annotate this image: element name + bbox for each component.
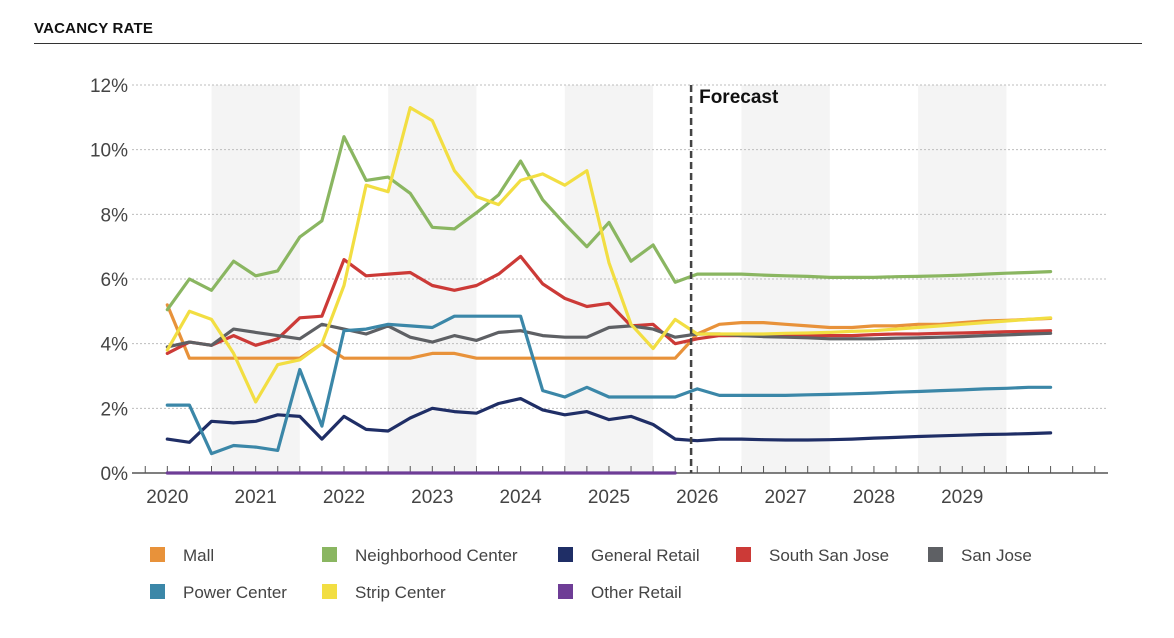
- forecast-label: Forecast: [699, 87, 779, 108]
- y-tick-label: 2%: [101, 399, 129, 420]
- legend-label-mall: Mall: [183, 546, 214, 565]
- x-tick-label: 2021: [235, 487, 277, 508]
- series-line-general-retail: [165, 397, 1053, 444]
- legend-label-power-center: Power Center: [183, 583, 287, 602]
- x-tick-label: 2022: [323, 487, 365, 508]
- legend-swatch-strip-center: [322, 584, 337, 599]
- y-axis-ticks: 0% 2% 4% 6% 8% 10% 12%: [90, 76, 128, 485]
- y-tick-label: 8%: [101, 205, 129, 226]
- chart-title: VACANCY RATE: [34, 20, 154, 37]
- x-tick-label: 2027: [764, 487, 806, 508]
- legend-swatch-mall: [150, 547, 165, 562]
- gridlines: [132, 84, 1108, 409]
- legend-label-san-jose: San Jose: [961, 546, 1032, 565]
- legend-label-strip-center: Strip Center: [355, 583, 446, 602]
- series-line-south-san-jose: [165, 254, 1053, 355]
- x-tick-label: 2025: [588, 487, 630, 508]
- legend-swatch-other-retail: [558, 584, 573, 599]
- series-line-strip-center: [165, 106, 1053, 404]
- legend-swatch-power-center: [150, 584, 165, 599]
- x-tick-label: 2029: [941, 487, 983, 508]
- legend-swatch-neighborhood-center: [322, 547, 337, 562]
- y-tick-label: 10%: [90, 141, 128, 162]
- legend-label-general-retail: General Retail: [591, 546, 700, 565]
- legend-label-south-san-jose: South San Jose: [769, 546, 889, 565]
- legend: Mall Neighborhood Center General Retail Sou…: [150, 546, 1032, 602]
- x-tick-label: 2028: [853, 487, 895, 508]
- series-line-power-center: [165, 314, 1053, 456]
- x-tick-label: 2024: [499, 487, 542, 508]
- y-tick-label: 0%: [101, 464, 129, 485]
- legend-swatch-general-retail: [558, 547, 573, 562]
- y-tick-label: 4%: [101, 335, 129, 356]
- forecast-marker: Forecast: [689, 85, 779, 473]
- y-tick-label: 12%: [90, 76, 128, 97]
- series-line-san-jose: [165, 322, 1053, 349]
- title-divider: [34, 43, 1142, 44]
- x-tick-label: 2023: [411, 487, 453, 508]
- x-tick-label: 2020: [146, 487, 188, 508]
- series-lines: [165, 106, 1053, 475]
- legend-label-neighborhood-center: Neighborhood Center: [355, 546, 518, 565]
- legend-label-other-retail: Other Retail: [591, 583, 682, 602]
- legend-swatch-san-jose: [928, 547, 943, 562]
- y-tick-label: 6%: [101, 270, 129, 291]
- series-line-neighborhood-center: [165, 135, 1053, 312]
- legend-swatch-south-san-jose: [736, 547, 751, 562]
- x-tick-label: 2026: [676, 487, 718, 508]
